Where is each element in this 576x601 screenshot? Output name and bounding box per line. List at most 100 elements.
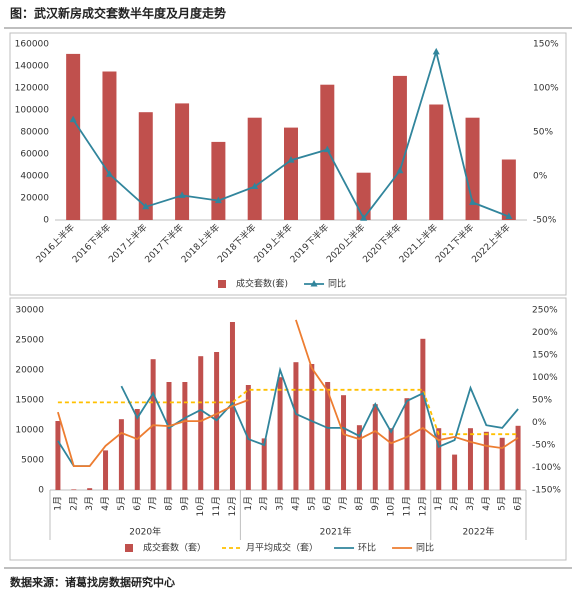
bar [134,409,140,490]
x-tick-label: 2月 [68,496,79,511]
y-tick-label: 100000 [15,106,50,116]
y-tick-label: 40000 [20,172,49,182]
bar [166,382,172,490]
x-tick-label: 9月 [370,496,381,511]
page-title: 图：武汉新房成交套数半年度及月度走势 [10,6,226,21]
bar [71,489,77,490]
x-tick-label: 8月 [164,496,175,511]
x-tick-label: 2月 [259,496,270,511]
y-tick-label: 160000 [15,40,50,50]
bar [309,364,315,490]
x-tick-label: 3月 [275,496,286,511]
bar [118,419,124,490]
bar [198,356,204,490]
bar [341,395,347,490]
bar [388,428,394,490]
x-tick-label: 11月 [402,496,413,516]
x-tick-label: 10月 [386,496,397,516]
legend-marker [310,280,318,287]
bar [284,127,298,220]
y-tick-label: 80000 [20,128,49,138]
bar [103,450,109,490]
x-tick-label: 6月 [322,496,333,511]
bar [293,362,299,490]
y2-tick-label: 100% [532,373,558,383]
line-marker [323,145,331,153]
x-tick-label: 2022上半年 [469,221,513,265]
y-tick-label: 60000 [20,150,49,160]
bar [356,172,371,220]
y2-tick-label: 250% [532,306,558,316]
bar [429,104,444,220]
bar [182,382,188,490]
bar [436,428,442,490]
y2-tick-label: 50% [532,396,552,406]
x-tick-label: 4月 [290,496,301,511]
y2-tick-label: -100% [532,463,561,473]
bar [452,454,458,490]
line-marker [287,156,295,163]
y-tick-label: 0 [43,216,49,226]
legend-swatch [218,280,226,288]
x-tick-label: 4月 [100,496,111,511]
y-tick-label: 10000 [15,426,44,436]
bar [277,377,283,490]
x-tick-label: 3月 [465,496,476,511]
legend-label: 月平均成交（套） [246,542,318,554]
bar [372,404,378,490]
bar [247,117,262,220]
y2-tick-label: -50% [533,216,557,226]
line-marker [142,202,150,210]
y-tick-label: 0 [38,486,44,496]
legend-label: 同比 [328,278,346,290]
line-marker [432,47,440,55]
bar [55,421,61,490]
legend-swatch [125,544,133,552]
bar [392,75,407,221]
line-marker [214,196,222,204]
line-marker [69,115,77,123]
x-tick-label: 11月 [211,496,222,516]
x-tick-label: 12月 [227,496,238,516]
x-tick-label: 5月 [497,496,508,511]
x-tick-label: 2月 [449,496,460,511]
y2-tick-label: 50% [533,128,553,138]
bar [175,103,190,220]
x-tick-label: 4月 [481,496,492,511]
line-series [57,366,519,467]
x-group-label: 2022年 [462,526,494,538]
bar [483,431,489,490]
y2-tick-label: -150% [532,486,561,496]
bar [325,382,331,490]
x-tick-label: 5月 [306,496,317,511]
y2-tick-label: 0% [533,172,548,182]
bar [356,425,362,490]
y-tick-label: 5000 [21,456,44,466]
x-tick-label: 1月 [243,496,254,511]
x-tick-label: 3月 [84,496,95,511]
line-series [57,319,519,467]
line-marker [505,212,513,219]
bar [465,117,480,220]
bar [66,53,81,221]
y2-tick-label: -50% [532,441,556,451]
x-tick-label: 9月 [179,496,190,511]
y2-tick-label: 150% [532,351,558,361]
source-note: 数据来源：诸葛找房数据研究中心 [10,575,175,589]
x-tick-label: 6月 [513,496,524,511]
chart-frame [9,32,567,296]
y-tick-label: 20000 [15,366,44,376]
bar [515,425,521,490]
line-marker [251,182,259,190]
bar [320,84,335,220]
bar [87,488,93,490]
bar [261,438,267,490]
x-group-label: 2020年 [129,526,161,538]
bar [138,112,153,220]
line-marker [396,166,404,174]
y-tick-label: 25000 [15,336,44,346]
line-marker [178,191,186,198]
x-tick-label: 7月 [338,496,349,511]
x-tick-label: 6月 [132,496,143,511]
